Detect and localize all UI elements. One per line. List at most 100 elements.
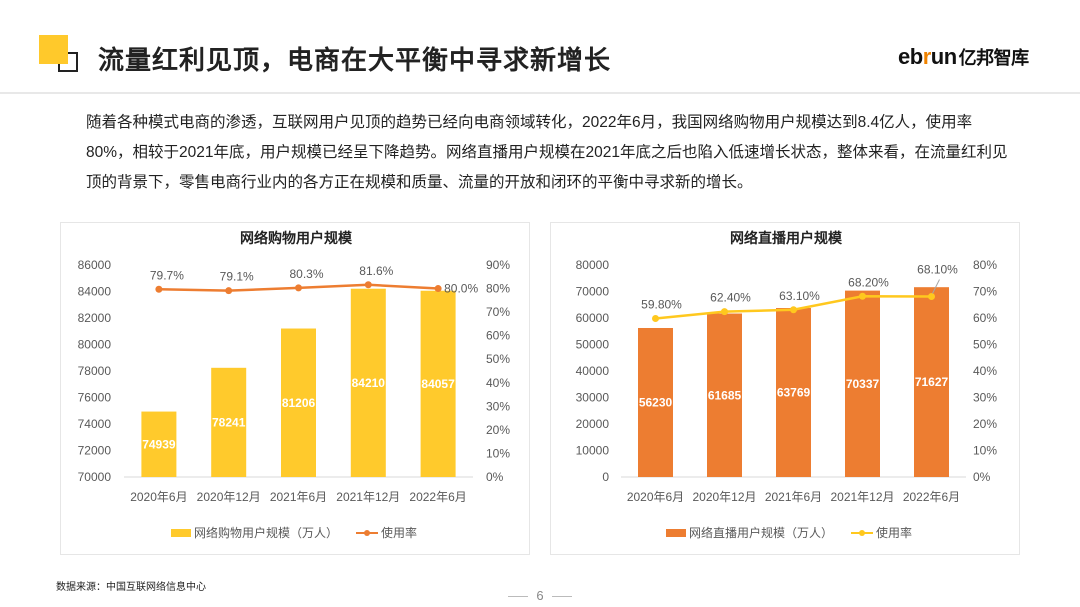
y-left-tick-label: 80000 (78, 338, 112, 352)
chart-live-streaming-users: 网络直播用户规模 0 10000 20000 30000 40000 50000 60000 7… (550, 222, 1020, 555)
bar (638, 327, 673, 477)
y-right-tick-label: 80% (486, 282, 510, 296)
brand-logo: ebrun 亿邦智库 (898, 44, 1029, 69)
y-left-tick-label: 70000 (576, 285, 610, 299)
bar-data-label: 84057 (421, 377, 455, 391)
bar-data-label: 81206 (282, 396, 316, 410)
y-right-tick-label: 80% (973, 258, 997, 272)
bar (211, 367, 247, 477)
legend-line-label: 使用率 (876, 525, 912, 540)
bar-data-label: 70337 (846, 377, 880, 391)
leader-line (932, 279, 940, 294)
bar (707, 313, 742, 477)
chart-online-shopping-users: 网络购物用户规模 70000 72000 74000 76000 78000 80000 82… (60, 222, 530, 555)
y-right-tick-label: 30% (973, 391, 997, 405)
y-left-tick-label: 82000 (78, 311, 112, 325)
title-accent-square (39, 35, 68, 64)
y-right-tick-label: 20% (486, 423, 510, 437)
y-right-tick-label: 70% (973, 285, 997, 299)
y-right-tick-label: 60% (973, 311, 997, 325)
line-point (295, 284, 302, 292)
y-left-tick-label: 40000 (576, 364, 610, 378)
y-left-tick-label: 70000 (78, 470, 112, 484)
y-right-tick-label: 0% (486, 470, 504, 484)
line-point (928, 293, 935, 301)
line-data-label: 80.0% (444, 282, 478, 296)
y-right-tick-label: 20% (973, 417, 997, 431)
line-data-label: 68.20% (848, 275, 889, 289)
legend-bar-label: 网络购物用户规模（万人） (194, 525, 338, 540)
chart-title: 网络购物用户规模 (240, 230, 353, 246)
data-source: 数据来源：中国互联网络信息中心 (56, 582, 206, 593)
y-right-tick-label: 90% (486, 258, 510, 272)
bar-data-label: 74939 (142, 437, 176, 451)
line-point (652, 315, 659, 323)
legend-bar-swatch (171, 529, 191, 537)
y-left-tick-label: 80000 (576, 258, 610, 272)
y-left-tick-label: 74000 (78, 417, 112, 431)
bar-data-label: 84210 (352, 376, 386, 390)
legend-line-label: 使用率 (381, 525, 417, 540)
x-tick-label: 2020年6月 (130, 490, 187, 504)
legend-bar-label: 网络直播用户规模（万人） (689, 525, 833, 540)
bar (914, 287, 949, 477)
y-right-tick-label: 50% (486, 352, 510, 366)
y-left-tick-label: 60000 (576, 311, 610, 325)
bar (776, 308, 811, 477)
x-tick-label: 2021年6月 (765, 490, 822, 504)
y-right-tick-label: 30% (486, 399, 510, 413)
y-left-tick-label: 50000 (576, 338, 610, 352)
y-left-tick-label: 10000 (576, 444, 610, 458)
y-left-tick-label: 0 (602, 470, 609, 484)
bar-data-label: 71627 (915, 375, 949, 389)
page-number: 6 (0, 588, 1080, 603)
x-tick-label: 2022年6月 (409, 490, 466, 504)
x-tick-label: 2021年6月 (270, 490, 327, 504)
y-left-tick-label: 72000 (78, 444, 112, 458)
bar-data-label: 78241 (212, 415, 246, 429)
legend-line-marker (859, 530, 865, 536)
bar (281, 328, 316, 477)
y-right-tick-label: 0% (973, 470, 991, 484)
y-right-tick-label: 60% (486, 329, 510, 343)
line-data-label: 59.80% (641, 298, 682, 312)
line-data-label: 62.40% (710, 291, 751, 305)
y-right-tick-label: 50% (973, 338, 997, 352)
y-right-tick-label: 70% (486, 305, 510, 319)
x-tick-label: 2021年12月 (830, 490, 894, 504)
bar (845, 290, 880, 477)
y-right-tick-label: 40% (973, 364, 997, 378)
line-point (859, 292, 866, 300)
line-point (434, 285, 442, 293)
line-data-label: 68.10% (917, 263, 958, 277)
y-right-tick-label: 40% (486, 376, 510, 390)
y-left-tick-label: 86000 (78, 258, 112, 272)
line-point (155, 285, 163, 293)
line-data-label: 63.10% (779, 289, 820, 303)
header-divider (0, 92, 1080, 94)
bar-data-label: 56230 (639, 395, 673, 409)
x-tick-label: 2021年12月 (336, 490, 400, 504)
line-point (225, 287, 233, 295)
legend-bar-swatch (666, 529, 686, 537)
line-point (364, 281, 372, 289)
line-point (790, 306, 797, 314)
legend-line-marker (364, 530, 370, 536)
x-tick-label: 2020年12月 (197, 490, 261, 504)
y-left-tick-label: 20000 (576, 417, 610, 431)
summary-paragraph: 随着各种模式电商的渗透，互联网用户见顶的趋势已经向电商领域转化，2022年6月，… (86, 114, 1008, 191)
y-left-tick-label: 78000 (78, 364, 112, 378)
x-tick-label: 2020年6月 (627, 490, 684, 504)
line-data-label: 80.3% (289, 267, 323, 281)
x-tick-label: 2020年12月 (692, 490, 756, 504)
y-left-tick-label: 30000 (576, 391, 610, 405)
x-tick-label: 2022年6月 (903, 490, 960, 504)
chart-title: 网络直播用户规模 (730, 230, 843, 246)
line-data-label: 79.1% (220, 270, 254, 284)
line-point (721, 308, 728, 316)
bar (141, 411, 177, 477)
y-right-tick-label: 10% (486, 446, 510, 460)
bar-data-label: 61685 (708, 388, 742, 402)
bar (350, 288, 386, 477)
page-title: 流量红利见顶，电商在大平衡中寻求新增长 (98, 45, 612, 75)
